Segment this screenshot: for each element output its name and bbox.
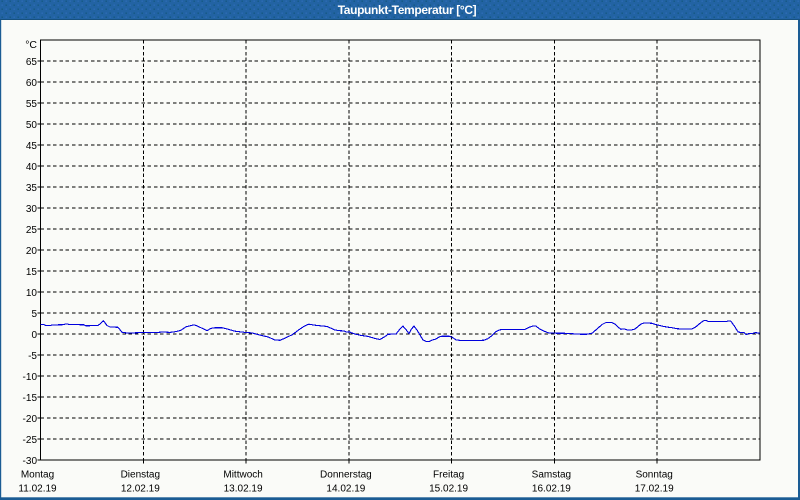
svg-text:-10: -10 — [23, 372, 38, 383]
svg-text:0: 0 — [31, 330, 37, 341]
svg-text:-30: -30 — [23, 456, 38, 467]
svg-text:-15: -15 — [23, 393, 38, 404]
svg-text:10: 10 — [26, 288, 38, 299]
svg-text:11.02.19: 11.02.19 — [18, 484, 57, 495]
svg-text:17.02.19: 17.02.19 — [635, 484, 674, 495]
svg-text:30: 30 — [26, 204, 38, 215]
svg-text:5: 5 — [31, 309, 37, 320]
svg-text:Dienstag: Dienstag — [121, 470, 160, 481]
svg-text:14.02.19: 14.02.19 — [326, 484, 365, 495]
svg-text:60: 60 — [26, 78, 38, 89]
svg-text:Donnerstag: Donnerstag — [320, 470, 372, 481]
svg-text:Sonntag: Sonntag — [636, 470, 673, 481]
svg-text:-20: -20 — [23, 414, 38, 425]
svg-text:16.02.19: 16.02.19 — [532, 484, 571, 495]
svg-text:15: 15 — [26, 267, 38, 278]
svg-text:12.02.19: 12.02.19 — [121, 484, 160, 495]
svg-text:55: 55 — [26, 99, 38, 110]
svg-text:Mittwoch: Mittwoch — [223, 470, 262, 481]
svg-text:Freitag: Freitag — [433, 470, 464, 481]
svg-text:40: 40 — [26, 162, 38, 173]
svg-text:65: 65 — [26, 57, 38, 68]
svg-text:-25: -25 — [23, 435, 38, 446]
svg-text:Taupunkt-Temperatur [°C]: Taupunkt-Temperatur [°C] — [338, 3, 477, 17]
svg-text:35: 35 — [26, 183, 38, 194]
svg-text:50: 50 — [26, 120, 38, 131]
svg-text:45: 45 — [26, 141, 38, 152]
svg-text:25: 25 — [26, 225, 38, 236]
svg-text:Samstag: Samstag — [532, 470, 571, 481]
svg-text:Montag: Montag — [21, 470, 54, 481]
svg-text:13.02.19: 13.02.19 — [224, 484, 263, 495]
svg-text:-5: -5 — [28, 351, 37, 362]
svg-text:15.02.19: 15.02.19 — [429, 484, 468, 495]
svg-text:20: 20 — [26, 246, 38, 257]
svg-text:°C: °C — [25, 39, 37, 51]
